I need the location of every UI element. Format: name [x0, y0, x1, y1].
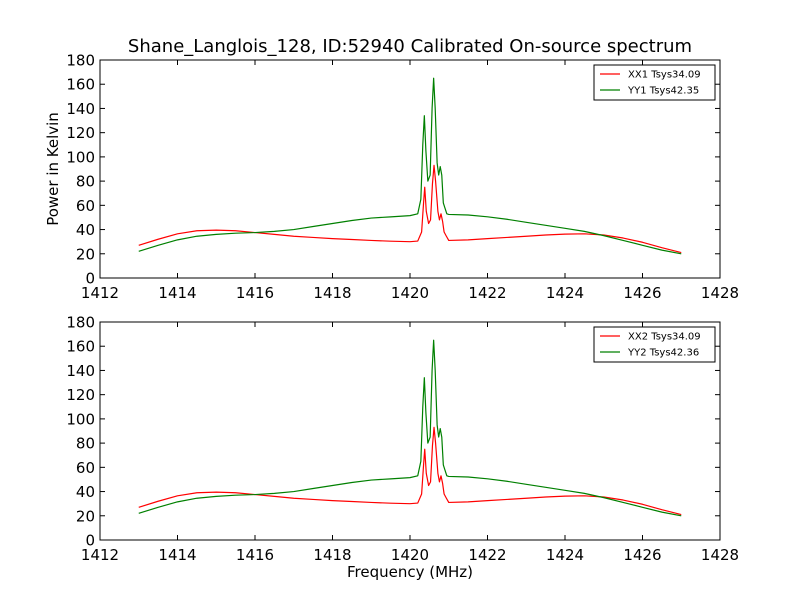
bottom-legend: XX2 Tsys34.09 YY2 Tsys42.36 — [593, 326, 716, 363]
bottom-x-tick-label: 1428 — [701, 546, 739, 564]
bottom-x-axis-label: Frequency (MHz) — [347, 563, 473, 581]
bottom-y-tick-label: 180 — [66, 314, 95, 332]
top-x-tick-label: 1418 — [313, 284, 351, 302]
top-y-tick-label: 180 — [66, 52, 95, 70]
top-y-tick-label: 160 — [66, 76, 95, 94]
top-y-tick-label: 40 — [76, 221, 95, 239]
bottom-x-tick-label: 1412 — [81, 546, 119, 564]
bottom-subplot: Frequency (MHz) 1412 1414 1416 1418 1420 1422… — [66, 314, 739, 582]
bottom-y-tick-label: 0 — [85, 532, 95, 550]
top-x-tick-label: 1424 — [546, 284, 584, 302]
bottom-x-tick-label: 1414 — [158, 546, 196, 564]
bottom-x-tick-label: 1418 — [313, 546, 351, 564]
top-plot-lines — [138, 77, 682, 255]
bottom-legend-box — [593, 326, 716, 363]
bottom-y-tick-label: 140 — [66, 362, 95, 380]
top-chart-title: Shane_Langlois_128, ID:52940 Calibrated … — [128, 36, 692, 57]
top-y-tick-label: 120 — [66, 124, 95, 142]
bottom-y-tick-label: 120 — [66, 386, 95, 404]
bottom-y-tick-label: 80 — [76, 435, 95, 453]
bottom-series-line-2 — [138, 339, 682, 517]
top-x-tick-label: 1420 — [391, 284, 429, 302]
bottom-x-tick-label: 1424 — [546, 546, 584, 564]
bottom-y-tick-label: 100 — [66, 410, 95, 428]
top-y-axis-label: Power in Kelvin — [44, 112, 62, 226]
top-x-tick-label: 1416 — [236, 284, 274, 302]
top-y-tick-label: 100 — [66, 148, 95, 166]
bottom-legend-label-yy2: YY2 Tsys42.36 — [627, 348, 699, 359]
bottom-plot-ticks: 1412 1414 1416 1418 1420 1422 1424 1426 1428 0 20 4… — [66, 314, 739, 565]
bottom-x-tick-label: 1422 — [468, 546, 506, 564]
top-subplot: Shane_Langlois_128, ID:52940 Calibrated … — [44, 36, 739, 302]
top-x-tick-label: 1414 — [158, 284, 196, 302]
top-series-line-1 — [138, 164, 682, 254]
top-y-tick-label: 140 — [66, 100, 95, 118]
top-legend: XX1 Tsys34.09 YY1 Tsys42.35 — [593, 64, 716, 101]
top-y-tick-label: 60 — [76, 197, 95, 215]
top-legend-box — [593, 64, 716, 101]
top-plot-ticks: 1412 1414 1416 1418 1420 1422 1424 1426 1428 0 20 4… — [66, 52, 739, 303]
top-y-tick-label: 0 — [85, 270, 95, 288]
bottom-y-tick-label: 20 — [76, 507, 95, 525]
top-x-tick-label: 1426 — [623, 284, 661, 302]
bottom-x-tick-label: 1416 — [236, 546, 274, 564]
bottom-series-line-1 — [138, 426, 682, 516]
top-y-tick-label: 20 — [76, 245, 95, 263]
bottom-y-tick-label: 40 — [76, 483, 95, 501]
bottom-x-tick-label: 1426 — [623, 546, 661, 564]
top-x-tick-label: 1412 — [81, 284, 119, 302]
bottom-plot-lines — [138, 339, 682, 517]
bottom-y-tick-label: 160 — [66, 338, 95, 356]
top-y-tick-label: 80 — [76, 173, 95, 191]
bottom-x-tick-label: 1420 — [391, 546, 429, 564]
bottom-y-tick-label: 60 — [76, 459, 95, 477]
bottom-legend-label-xx2: XX2 Tsys34.09 — [628, 332, 701, 343]
top-x-tick-label: 1422 — [468, 284, 506, 302]
top-series-line-2 — [138, 77, 682, 255]
top-legend-label-yy1: YY1 Tsys42.35 — [627, 86, 699, 97]
top-legend-label-xx1: XX1 Tsys34.09 — [628, 70, 701, 81]
top-x-tick-label: 1428 — [701, 284, 739, 302]
